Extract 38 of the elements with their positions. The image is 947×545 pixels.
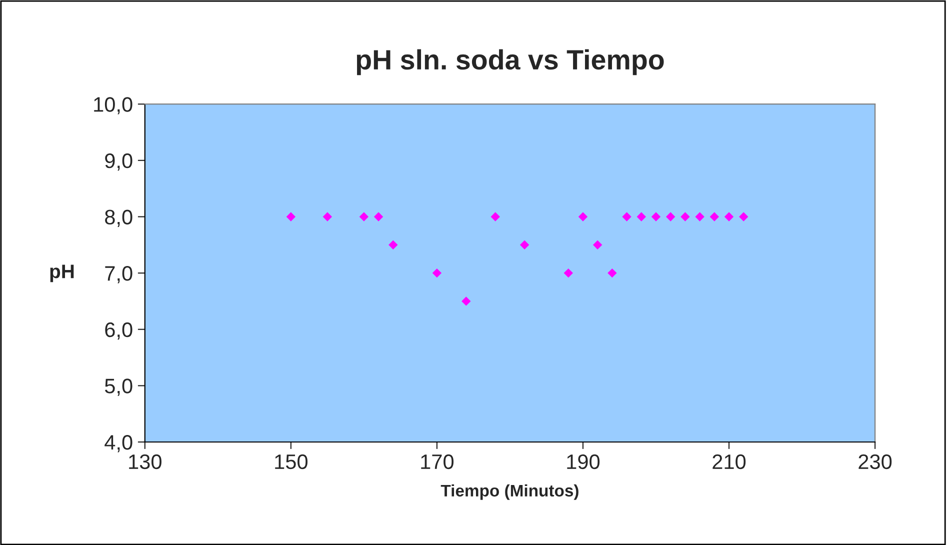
point: [651, 212, 661, 222]
y-tick-label: 5,0: [104, 378, 132, 396]
point: [578, 212, 588, 222]
point: [592, 240, 602, 250]
point: [286, 212, 296, 222]
y-tick-label: 4,0: [104, 434, 132, 452]
point: [462, 296, 471, 306]
x-tick-label: 210: [712, 454, 746, 470]
point: [608, 268, 617, 278]
point: [710, 212, 720, 222]
point: [564, 268, 573, 278]
x-tick-label: 130: [129, 454, 162, 470]
point: [322, 212, 332, 222]
x-tick-label: 150: [275, 454, 308, 470]
x-tick-label: 230: [858, 454, 892, 470]
point: [724, 212, 734, 222]
point: [666, 212, 676, 222]
point: [695, 212, 704, 222]
point: [622, 212, 632, 222]
x-tick-label: 190: [567, 454, 600, 470]
point: [520, 240, 530, 250]
y-tick-label: 9,0: [105, 153, 132, 171]
y-axis-title: pH: [50, 264, 74, 282]
point: [490, 212, 500, 222]
y-tick-label: 10,0: [94, 97, 132, 114]
point: [388, 240, 398, 250]
point: [374, 212, 384, 222]
point: [359, 212, 369, 222]
chart-title: pH sln. soda vs Tiempo: [356, 49, 664, 76]
point: [636, 212, 646, 222]
x-axis-title: Tiempo (Minutos): [440, 484, 578, 500]
y-tick-label: 6,0: [105, 322, 132, 340]
point: [738, 212, 748, 222]
point: [680, 212, 690, 222]
point: [432, 268, 442, 278]
x-tick-label: 170: [421, 454, 454, 470]
y-tick-label: 8,0: [105, 210, 132, 227]
y-tick-label: 7,0: [105, 266, 132, 284]
